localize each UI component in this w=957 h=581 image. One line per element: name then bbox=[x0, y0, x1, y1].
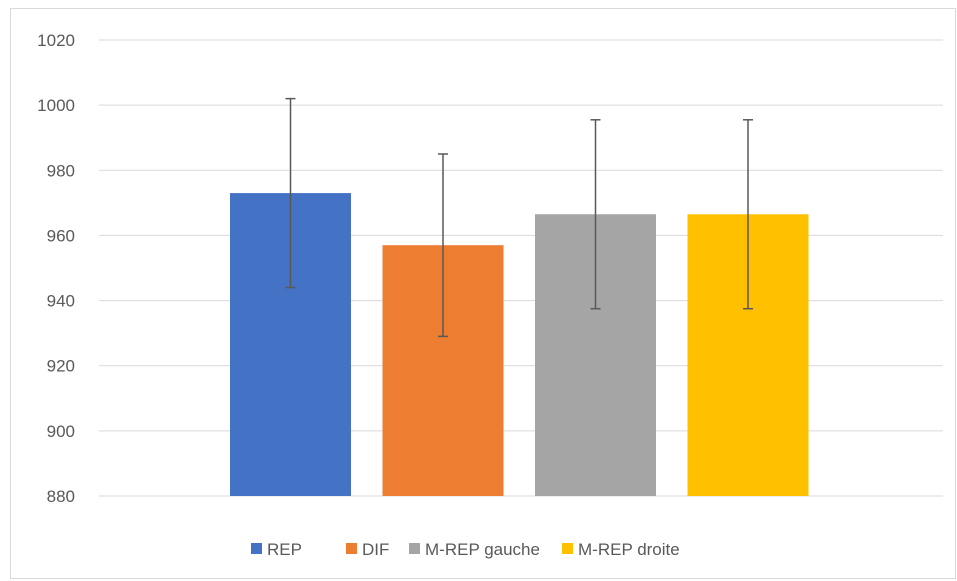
legend-label: DIF bbox=[362, 540, 389, 559]
chart-frame: 880 900 920 940 960 980 1000 1020 REP DIF M-REP g… bbox=[10, 8, 956, 579]
legend: REP DIF M-REP gauche M-REP droite bbox=[251, 540, 680, 559]
legend-swatch bbox=[251, 543, 262, 554]
y-axis-tick-labels: 880 900 920 940 960 980 1000 1020 bbox=[37, 31, 75, 506]
legend-label: REP bbox=[267, 540, 302, 559]
legend-item: REP bbox=[251, 540, 302, 559]
error-bar bbox=[743, 119, 753, 310]
legend-label: M-REP gauche bbox=[425, 540, 540, 559]
error-bar bbox=[438, 153, 448, 338]
legend-label: M-REP droite bbox=[578, 540, 680, 559]
error-bar bbox=[590, 119, 601, 310]
error-bar bbox=[285, 97, 296, 289]
y-tick-label: 960 bbox=[47, 226, 75, 245]
y-tick-label: 880 bbox=[47, 487, 75, 506]
legend-item: M-REP droite bbox=[562, 540, 680, 559]
y-tick-label: 920 bbox=[47, 357, 75, 376]
legend-swatch bbox=[409, 543, 420, 554]
y-tick-label: 940 bbox=[47, 292, 75, 311]
legend-swatch bbox=[346, 543, 357, 554]
gridlines bbox=[99, 39, 943, 497]
legend-swatch bbox=[562, 543, 573, 554]
y-tick-label: 980 bbox=[47, 161, 75, 180]
y-tick-label: 1020 bbox=[37, 31, 75, 50]
bars bbox=[230, 193, 809, 497]
bar-chart: 880 900 920 940 960 980 1000 1020 REP DIF M-REP g… bbox=[37, 31, 943, 559]
error-bars bbox=[285, 97, 753, 338]
legend-item: DIF bbox=[346, 540, 389, 559]
legend-item: M-REP gauche bbox=[409, 540, 540, 559]
y-tick-label: 1000 bbox=[37, 96, 75, 115]
y-tick-label: 900 bbox=[47, 422, 75, 441]
